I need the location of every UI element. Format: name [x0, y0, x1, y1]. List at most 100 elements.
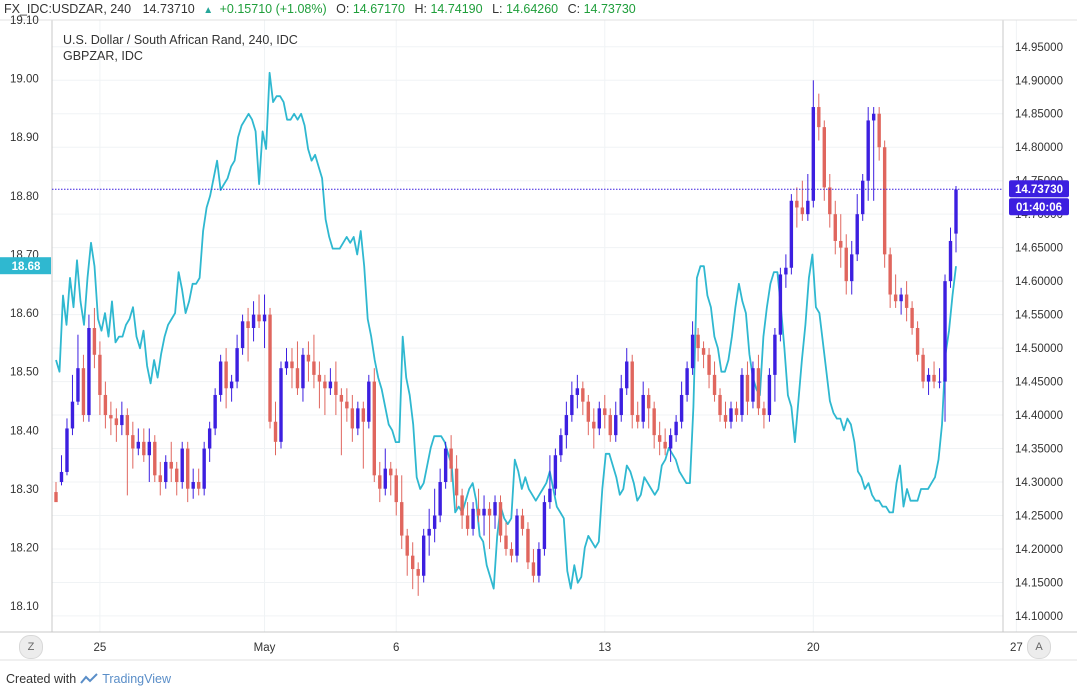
candle-body [564, 415, 569, 436]
candle-body [498, 502, 503, 536]
usdzar-candles [54, 80, 958, 596]
candle-body [284, 361, 289, 369]
right-tick-label: 14.10000 [1015, 611, 1063, 623]
auto-scale-button[interactable]: A [1027, 635, 1051, 659]
candle-body [339, 394, 344, 402]
candle-body [921, 354, 925, 382]
candle-body [153, 441, 157, 476]
countdown-label: 01:40:06 [1016, 202, 1062, 214]
candle-body [290, 361, 294, 369]
candle-body [421, 535, 426, 576]
candle-body [273, 421, 278, 442]
candle-body [432, 515, 437, 529]
candle-body [893, 294, 898, 302]
candle-body [800, 207, 805, 215]
candle-body [235, 348, 239, 382]
candle-body [328, 381, 333, 389]
candle-body [515, 515, 519, 556]
high-value: 14.74190 [430, 2, 482, 16]
candle-body [926, 374, 931, 382]
candle-body [603, 408, 607, 416]
low-value: 14.64260 [506, 2, 558, 16]
candle-body [839, 240, 843, 248]
candle-body [246, 321, 250, 329]
candle-body [701, 348, 706, 355]
candle-body [487, 508, 492, 516]
left-tick-label: 18.10 [10, 601, 39, 613]
candle-body [690, 334, 695, 369]
candle-body [443, 448, 448, 483]
candle-body [345, 401, 349, 409]
ohlc-header: FX_IDC:USDZAR, 240 14.73710 ▲ +0.15710 (… [4, 2, 636, 16]
candle-body [240, 321, 245, 349]
candle-body [87, 328, 91, 416]
candle-body [915, 328, 920, 355]
candle-body [597, 408, 601, 429]
candle-body [389, 468, 393, 476]
candle-body [526, 528, 530, 563]
candle-body [756, 368, 761, 409]
candle-body [460, 495, 464, 516]
candle-body [378, 475, 382, 489]
scale-z-button[interactable]: Z [19, 635, 43, 659]
right-tick-label: 14.95000 [1015, 42, 1063, 54]
candle-body [910, 307, 914, 329]
compare-last-tag [0, 257, 51, 275]
candle-body [323, 381, 327, 389]
open-value: 14.67170 [353, 2, 405, 16]
candle-body [630, 361, 634, 416]
candle-body [81, 368, 86, 416]
right-tick-label: 14.25000 [1015, 510, 1063, 522]
candle-body [745, 374, 750, 402]
axis-tags: 14.73730 01:40:06 18.68 [0, 180, 1069, 275]
candle-body [394, 475, 398, 503]
candle-body [301, 354, 305, 389]
candle-body [70, 401, 75, 429]
candle-body [943, 281, 947, 382]
candle-body [608, 415, 612, 436]
candle-body [586, 401, 591, 422]
close-value: 14.73730 [584, 2, 636, 16]
right-tick-label: 14.35000 [1015, 444, 1063, 456]
candle-body [795, 200, 799, 208]
candle-body [312, 361, 316, 375]
candle-body [295, 368, 300, 389]
candle-body [850, 254, 854, 282]
candle-body [54, 492, 58, 503]
candle-body [718, 394, 722, 416]
candle-body [465, 515, 470, 529]
candle-body [493, 502, 497, 516]
left-tick-label: 18.20 [10, 543, 39, 555]
candle-body [767, 374, 772, 416]
candle-body [142, 441, 146, 456]
left-tick-label: 18.80 [10, 191, 39, 203]
candle-body [372, 381, 376, 476]
right-tick-label: 14.45000 [1015, 377, 1063, 389]
candle-body [218, 361, 223, 395]
candle-body [120, 415, 124, 426]
candle-body [817, 107, 821, 128]
candle-body [361, 408, 366, 422]
candle-body [306, 354, 311, 362]
candle-body [811, 107, 816, 201]
tradingview-brand[interactable]: TradingView [102, 672, 171, 686]
candle-body [712, 374, 717, 395]
candle-body [806, 200, 810, 215]
time-tick-label: 6 [393, 642, 399, 654]
time-tick-label: 25 [94, 642, 107, 654]
candle-body [696, 334, 700, 349]
candle-body [778, 274, 783, 335]
candle-body [866, 120, 870, 181]
candle-body [202, 448, 206, 489]
candle-body [542, 502, 547, 549]
candle-body [131, 435, 135, 449]
candle-body [833, 214, 837, 241]
high-label: H: [414, 2, 427, 16]
candle-body [59, 471, 64, 483]
candle-body [334, 381, 338, 395]
candle-body [636, 415, 640, 422]
candle-body [729, 408, 733, 422]
last-value: 14.73710 [143, 2, 195, 16]
triangle-up-icon: ▲ [203, 5, 213, 16]
